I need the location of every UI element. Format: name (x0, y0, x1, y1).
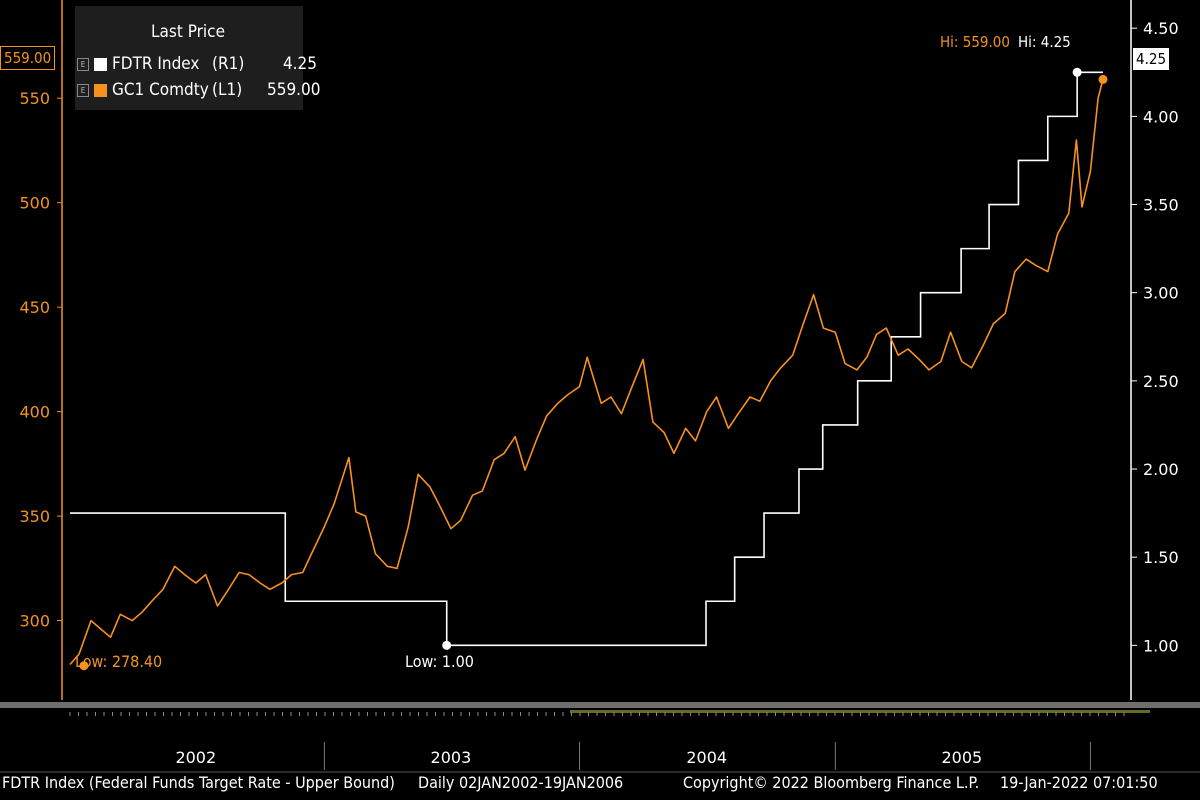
legend-axis: (L1) (212, 80, 243, 100)
rate-low-marker (442, 640, 452, 650)
right-tick-label: 2.50 (1143, 372, 1179, 391)
x-tick-label: 2003 (431, 748, 472, 767)
x-tick-label: 2002 (175, 748, 216, 767)
right-last-price-flag: 4.25 (1133, 48, 1170, 70)
fdtr-step-line (70, 71, 1103, 647)
left-tick-label: 500 (19, 194, 50, 213)
left-axis-ticks: 300 350 400 450 500 550 (19, 89, 62, 631)
right-tick-label: 1.00 (1143, 636, 1179, 655)
footer-timestamp: 19-Jan-2022 07:01:50 (1000, 773, 1158, 792)
fdtr-series (70, 71, 1103, 647)
timeline-highlight (570, 710, 1150, 713)
left-tick-label: 350 (19, 507, 50, 526)
footer-description: FDTR Index (Federal Funds Target Rate - … (2, 773, 395, 792)
gold-high-marker (1098, 74, 1108, 84)
expand-icon[interactable]: E (77, 83, 89, 97)
right-tick-label: 2.00 (1143, 460, 1179, 479)
x-tick-label: 2004 (686, 748, 727, 767)
expand-icon[interactable]: E (77, 57, 89, 71)
orange-swatch-icon (94, 83, 107, 97)
axis-frame (0, 0, 1200, 773)
left-tick-label: 550 (19, 89, 50, 108)
left-tick-label: 450 (19, 298, 50, 317)
white-swatch-icon (94, 57, 107, 71)
left-last-price-flag: 559.00 (0, 46, 56, 70)
gold-price-line (69, 79, 1104, 666)
legend: Last Price E FDTR Index (R1) 4.25 E GC1 … (75, 6, 321, 110)
footer-copyright: Copyright© 2022 Bloomberg Finance L.P. (683, 773, 980, 792)
footer-date-range: Daily 02JAN2002-19JAN2006 (418, 773, 624, 792)
legend-value: 4.25 (282, 54, 317, 74)
right-tick-label: 4.50 (1143, 19, 1179, 38)
legend-value: 559.00 (267, 80, 321, 100)
x-axis-ticks: 2002 2003 2004 2005 (175, 742, 1091, 770)
gold-high-label: Hi: 559.00 (940, 33, 1010, 51)
gold-low-label: Low: 278.40 (75, 652, 163, 671)
legend-ticker: GC1 Comdty (112, 80, 209, 100)
legend-item-fdtr[interactable]: E FDTR Index (R1) 4.25 (75, 52, 317, 76)
left-tick-label: 300 (19, 612, 50, 631)
high-low-markers (79, 67, 1108, 671)
right-tick-label: 3.00 (1143, 284, 1179, 303)
legend-title: Last Price (151, 22, 225, 42)
right-tick-label: 1.50 (1143, 548, 1179, 567)
gold-low-marker (79, 661, 89, 671)
right-axis-ticks: 1.00 1.50 2.00 2.50 3.00 3.50 4.00 4.50 (1131, 19, 1179, 655)
timeline-band (0, 702, 1200, 708)
gold-series (69, 79, 1104, 666)
legend-axis: (R1) (212, 54, 245, 74)
legend-ticker: FDTR Index (112, 54, 200, 74)
legend-item-gold[interactable]: E GC1 Comdty (L1) 559.00 (75, 78, 321, 102)
right-tick-label: 4.00 (1143, 107, 1179, 126)
left-tick-label: 400 (19, 403, 50, 422)
x-tick-label: 2005 (941, 748, 982, 767)
right-tick-label: 3.50 (1143, 196, 1179, 215)
rate-high-marker (1072, 67, 1082, 77)
rate-low-label: Low: 1.00 (405, 652, 474, 671)
rate-high-label: Hi: 4.25 (1018, 33, 1071, 51)
